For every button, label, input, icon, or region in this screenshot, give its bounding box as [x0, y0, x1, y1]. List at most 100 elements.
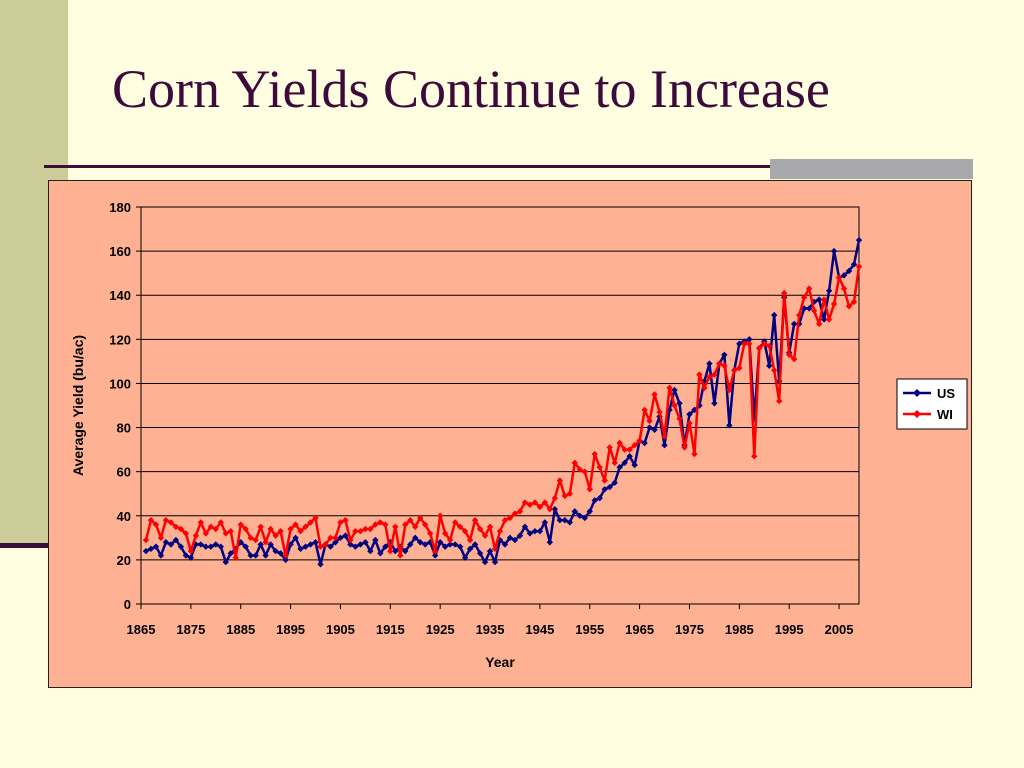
x-tick-label: 1865 — [127, 622, 156, 637]
data-point — [317, 561, 324, 568]
data-point — [766, 342, 773, 350]
data-point — [227, 550, 234, 557]
data-point — [431, 552, 439, 559]
data-point — [746, 336, 753, 343]
data-point — [242, 525, 249, 533]
data-point — [641, 439, 648, 447]
data-point — [651, 391, 658, 398]
data-point — [761, 340, 768, 347]
data-point — [387, 547, 394, 555]
data-point — [362, 525, 369, 533]
data-point — [397, 552, 404, 559]
data-point — [691, 406, 698, 414]
title-accent-bar — [770, 159, 973, 179]
y-tick-label: 100 — [109, 376, 131, 391]
data-point — [706, 360, 713, 367]
data-point — [481, 532, 489, 539]
data-point — [746, 340, 753, 347]
data-point — [631, 461, 638, 469]
data-point — [382, 521, 389, 528]
series-group — [142, 236, 863, 568]
x-tick-label: 2005 — [825, 622, 854, 637]
data-point — [486, 547, 494, 555]
data-point — [441, 530, 449, 537]
x-tick-label: 1975 — [675, 622, 704, 637]
data-point — [182, 530, 190, 537]
y-tick-label: 120 — [109, 332, 131, 347]
y-tick-label: 80 — [117, 421, 131, 436]
data-point — [756, 344, 763, 352]
legend-label-wi: WI — [937, 407, 953, 422]
data-point — [596, 464, 603, 471]
data-point — [676, 415, 683, 422]
data-point — [736, 364, 743, 372]
data-point — [277, 528, 284, 535]
x-tick-label: 1885 — [226, 622, 255, 637]
data-point — [741, 340, 748, 347]
data-point — [676, 400, 683, 407]
y-axis-label: Average Yield (bu/ac) — [70, 335, 86, 476]
data-point — [192, 532, 200, 539]
data-point — [476, 550, 484, 557]
x-tick-label: 1945 — [525, 622, 554, 637]
data-point — [785, 351, 793, 358]
y-tick-label: 140 — [109, 288, 131, 303]
data-point — [751, 415, 758, 422]
data-point — [646, 417, 653, 425]
data-point — [586, 486, 593, 493]
data-point — [357, 528, 364, 535]
data-point — [731, 367, 738, 374]
data-point — [820, 296, 828, 303]
data-point — [277, 550, 284, 557]
x-axis-label: Year — [485, 654, 515, 670]
data-point — [661, 433, 668, 440]
x-tick-label: 1985 — [725, 622, 754, 637]
data-point — [771, 367, 778, 374]
data-point — [292, 521, 299, 528]
data-point — [671, 386, 678, 394]
data-point — [232, 554, 239, 561]
data-point — [850, 261, 858, 268]
data-point — [521, 499, 529, 506]
x-tick-label: 1895 — [276, 622, 305, 637]
data-point — [825, 287, 833, 295]
data-point — [372, 521, 379, 528]
data-point — [845, 267, 853, 275]
data-point — [830, 247, 838, 255]
data-point — [721, 362, 728, 369]
corn-yield-chart: 0 20 40 60 80 100 120 140 160 180 1865 1875 1885 189… — [70, 200, 968, 670]
data-point — [805, 305, 813, 312]
data-point — [486, 523, 494, 531]
x-tick-label: 1965 — [625, 622, 654, 637]
data-point — [212, 525, 219, 533]
data-point — [581, 468, 588, 475]
data-point — [626, 446, 633, 453]
data-point — [367, 547, 374, 555]
data-point — [142, 536, 150, 544]
data-point — [302, 523, 309, 531]
data-point — [776, 397, 783, 405]
data-point — [825, 316, 833, 323]
data-point — [147, 545, 155, 553]
gridlines — [141, 206, 859, 561]
data-point — [222, 530, 229, 537]
data-point — [666, 406, 673, 414]
data-point — [571, 459, 578, 467]
data-point — [297, 545, 304, 553]
data-point — [556, 477, 564, 484]
slide-title: Corn Yields Continue to Increase — [112, 59, 830, 119]
data-point — [402, 521, 409, 528]
data-point — [586, 508, 593, 515]
data-point — [287, 525, 294, 533]
data-point — [466, 545, 474, 553]
data-point — [781, 289, 788, 297]
data-point — [616, 439, 623, 447]
x-tick-label: 1995 — [775, 622, 804, 637]
data-point — [726, 386, 733, 394]
left-decor-line — [0, 543, 60, 548]
data-point — [790, 320, 798, 328]
data-point — [541, 499, 549, 506]
data-point — [157, 552, 165, 559]
series-line — [144, 266, 861, 559]
data-point — [621, 446, 628, 453]
